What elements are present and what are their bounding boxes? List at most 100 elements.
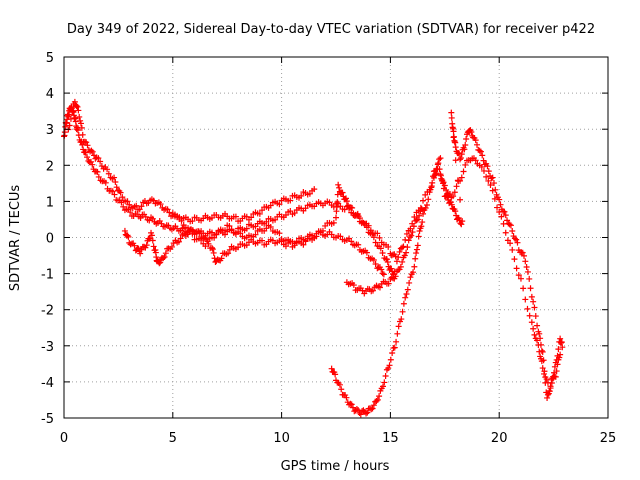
data-point bbox=[287, 208, 294, 215]
data-point bbox=[124, 198, 131, 205]
data-point bbox=[160, 255, 167, 262]
data-point bbox=[451, 189, 458, 196]
data-point bbox=[526, 312, 533, 319]
data-point bbox=[119, 194, 126, 201]
y-tick-label: -2 bbox=[41, 304, 54, 319]
data-point bbox=[452, 144, 459, 151]
data-point bbox=[332, 371, 339, 378]
series-right-peak bbox=[437, 109, 566, 401]
data-point bbox=[491, 195, 498, 202]
data-point bbox=[388, 274, 395, 281]
data-point bbox=[363, 410, 370, 417]
data-point bbox=[382, 373, 389, 380]
data-point bbox=[287, 238, 294, 245]
data-point bbox=[437, 171, 444, 178]
data-point bbox=[416, 228, 423, 235]
data-point bbox=[209, 246, 216, 253]
data-point bbox=[379, 270, 386, 277]
data-point bbox=[428, 184, 435, 191]
data-point bbox=[480, 157, 487, 164]
data-point bbox=[405, 237, 412, 244]
y-tick-label: -1 bbox=[41, 268, 54, 283]
data-point bbox=[391, 344, 398, 351]
data-point bbox=[357, 411, 364, 418]
data-point bbox=[374, 265, 381, 272]
data-point bbox=[448, 201, 455, 208]
data-point bbox=[383, 256, 390, 263]
data-point bbox=[388, 265, 395, 272]
data-point bbox=[526, 275, 533, 282]
data-point bbox=[454, 177, 461, 184]
data-point bbox=[156, 260, 163, 267]
data-point bbox=[282, 212, 289, 219]
data-point bbox=[355, 407, 362, 414]
data-point bbox=[162, 250, 169, 257]
data-point bbox=[524, 305, 531, 312]
data-point bbox=[92, 155, 99, 162]
y-tick-label: -3 bbox=[41, 340, 54, 355]
data-point bbox=[149, 237, 156, 244]
data-point bbox=[394, 330, 401, 337]
data-point bbox=[184, 231, 191, 238]
data-point bbox=[339, 189, 346, 196]
data-point bbox=[368, 406, 375, 413]
data-point bbox=[385, 365, 392, 372]
data-point bbox=[348, 238, 355, 245]
data-point bbox=[393, 338, 400, 345]
data-point bbox=[537, 335, 544, 342]
data-point bbox=[336, 184, 343, 191]
data-point bbox=[488, 175, 495, 182]
data-point bbox=[507, 222, 514, 229]
data-point bbox=[347, 204, 354, 211]
data-point bbox=[521, 252, 528, 259]
data-point bbox=[413, 250, 420, 257]
data-point bbox=[406, 279, 413, 286]
data-point bbox=[359, 408, 366, 415]
data-point bbox=[74, 103, 81, 110]
data-point bbox=[544, 394, 551, 401]
data-point bbox=[226, 246, 233, 253]
data-point bbox=[544, 391, 551, 398]
data-point bbox=[168, 243, 175, 250]
data-point bbox=[457, 155, 464, 162]
y-tick-label: 1 bbox=[46, 195, 54, 210]
y-tick-label: 5 bbox=[46, 51, 54, 66]
data-point bbox=[298, 192, 305, 199]
data-point bbox=[89, 161, 96, 168]
y-tick-label: 3 bbox=[46, 123, 54, 138]
data-point bbox=[515, 272, 522, 279]
data-point bbox=[349, 404, 356, 411]
data-point bbox=[513, 265, 520, 272]
data-point bbox=[252, 231, 259, 238]
data-point bbox=[117, 189, 124, 196]
data-point bbox=[259, 237, 266, 244]
series-upper-track bbox=[65, 98, 318, 225]
data-point bbox=[393, 258, 400, 265]
x-tick-label: 10 bbox=[273, 431, 290, 446]
data-point bbox=[135, 245, 142, 252]
data-point bbox=[404, 286, 411, 293]
data-point bbox=[519, 249, 526, 256]
data-point bbox=[399, 258, 406, 265]
data-point bbox=[419, 219, 426, 226]
data-point bbox=[347, 400, 354, 407]
data-point bbox=[353, 406, 360, 413]
data-point bbox=[94, 168, 101, 175]
data-point bbox=[551, 369, 558, 376]
data-point bbox=[267, 224, 274, 231]
data-point bbox=[553, 356, 560, 363]
data-point bbox=[133, 202, 140, 209]
data-point bbox=[448, 109, 455, 116]
data-point bbox=[407, 225, 414, 232]
data-point bbox=[524, 268, 531, 275]
data-point bbox=[348, 401, 355, 408]
data-point bbox=[105, 170, 112, 177]
data-point bbox=[112, 179, 119, 186]
data-point bbox=[530, 325, 537, 332]
data-point bbox=[398, 316, 405, 323]
data-point bbox=[552, 359, 559, 366]
data-point bbox=[559, 344, 566, 351]
data-point bbox=[440, 185, 447, 192]
data-point bbox=[127, 241, 134, 248]
data-point bbox=[433, 165, 440, 172]
